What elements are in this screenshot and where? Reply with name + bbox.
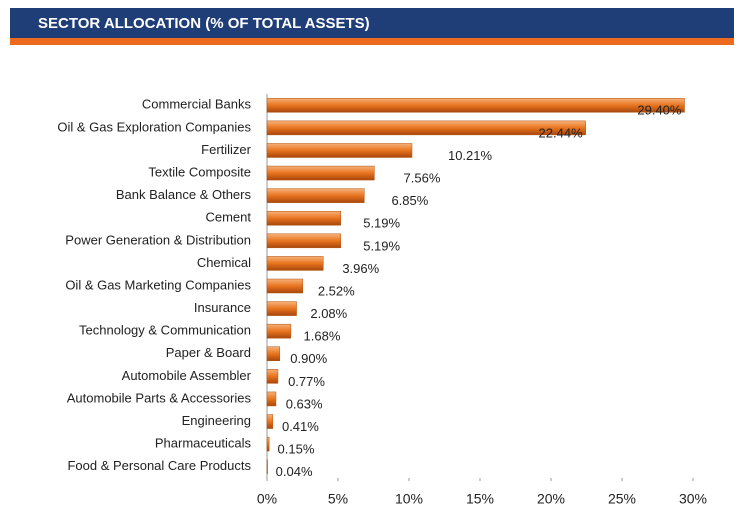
y-tick-label: Fertilizer xyxy=(201,142,252,157)
data-label: 0.04% xyxy=(276,464,313,479)
data-label: 5.19% xyxy=(363,238,400,253)
data-label: 0.41% xyxy=(282,419,319,434)
chart-title: SECTOR ALLOCATION (% OF TOTAL ASSETS) xyxy=(38,15,370,32)
bar xyxy=(266,256,324,271)
y-tick-label: Automobile Assembler xyxy=(122,368,252,383)
bar xyxy=(266,301,297,316)
bar xyxy=(266,143,413,158)
x-tick-label: 10% xyxy=(395,491,423,507)
y-tick-label: Automobile Parts & Accessories xyxy=(67,390,252,405)
bar xyxy=(266,210,341,226)
data-label: 29.40% xyxy=(637,103,682,118)
data-label: 0.63% xyxy=(286,396,323,411)
data-label: 0.90% xyxy=(290,351,327,366)
bar xyxy=(266,233,341,249)
bar xyxy=(266,98,685,113)
y-tick-label: Bank Balance & Others xyxy=(116,187,252,202)
y-tick-label: Engineering xyxy=(182,413,251,428)
x-tick-label: 30% xyxy=(679,491,707,507)
data-label: 5.19% xyxy=(363,216,400,231)
y-tick-label: Oil & Gas Exploration Companies xyxy=(57,119,251,134)
data-label: 3.96% xyxy=(342,261,379,276)
bar xyxy=(266,165,375,181)
bar xyxy=(266,188,365,203)
x-tick-label: 20% xyxy=(537,491,565,507)
data-label: 0.77% xyxy=(288,374,325,389)
y-tick-label: Insurance xyxy=(194,300,251,315)
y-tick-label: Chemical xyxy=(197,255,251,270)
data-label: 7.56% xyxy=(404,170,441,185)
data-label: 22.44% xyxy=(539,125,584,140)
data-label: 1.68% xyxy=(304,329,341,344)
y-tick-label: Technology & Communication xyxy=(79,323,251,338)
x-tick-label: 25% xyxy=(608,491,636,507)
header-strip xyxy=(10,38,734,45)
header-bar xyxy=(10,8,734,38)
data-label: 2.52% xyxy=(318,283,355,298)
y-tick-label: Power Generation & Distribution xyxy=(65,232,251,247)
bar xyxy=(266,414,274,429)
x-tick-label: 5% xyxy=(328,491,348,507)
x-tick-label: 15% xyxy=(466,491,494,507)
data-label: 6.85% xyxy=(391,193,428,208)
data-label: 10.21% xyxy=(448,148,493,163)
y-tick-label: Textile Composite xyxy=(148,164,251,179)
data-label: 2.08% xyxy=(310,306,347,321)
bar xyxy=(266,369,279,384)
data-label: 0.15% xyxy=(278,442,315,457)
y-tick-label: Paper & Board xyxy=(166,345,251,360)
bar xyxy=(266,346,281,362)
y-tick-label: Food & Personal Care Products xyxy=(67,458,251,473)
y-tick-label: Pharmaceuticals xyxy=(155,436,252,451)
bar xyxy=(266,120,586,136)
bar xyxy=(266,323,292,339)
y-tick-label: Commercial Banks xyxy=(142,97,252,112)
bar xyxy=(266,436,270,452)
bar xyxy=(266,391,277,407)
y-tick-label: Cement xyxy=(205,210,251,225)
bar xyxy=(266,459,268,474)
bar xyxy=(266,278,304,294)
y-tick-label: Oil & Gas Marketing Companies xyxy=(65,277,251,292)
x-tick-label: 0% xyxy=(257,491,277,507)
